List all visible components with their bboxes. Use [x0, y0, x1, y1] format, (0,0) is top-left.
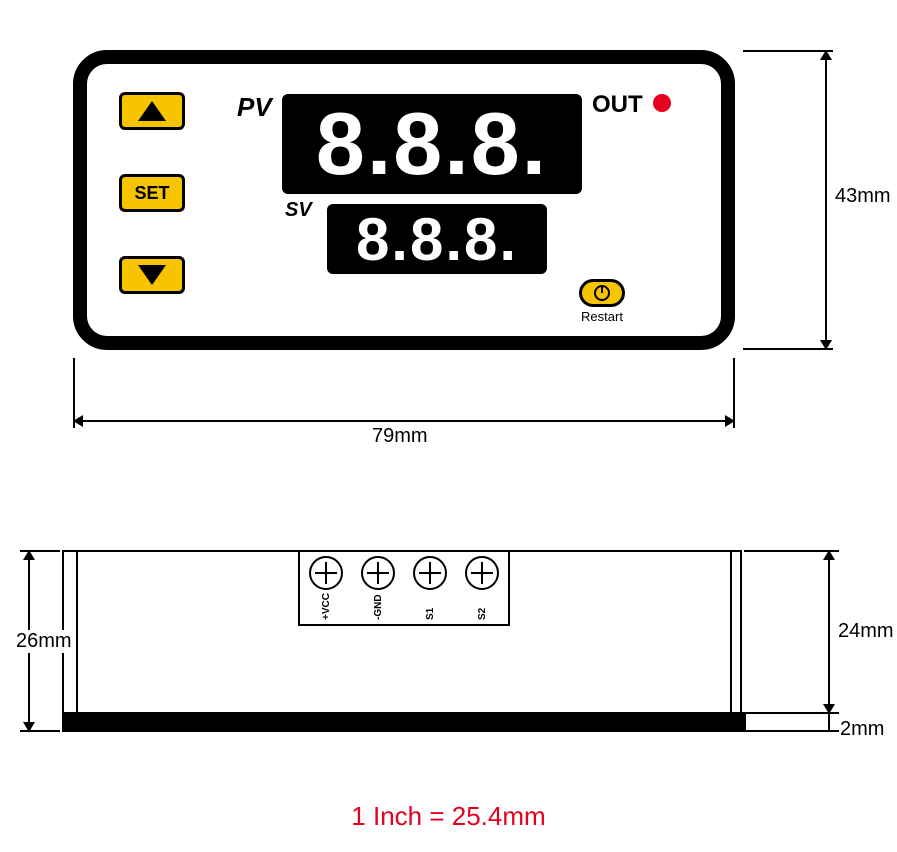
dim-body-height: 24mm — [838, 620, 894, 643]
sv-display: 8.8.8. — [327, 204, 547, 274]
conversion-note: 1 Inch = 25.4mm — [20, 801, 877, 832]
terminal-vcc: +VCC — [309, 556, 343, 620]
arrow-down-icon — [138, 265, 166, 285]
dim-front-width: 79mm — [372, 425, 428, 448]
dim-width-line — [73, 420, 735, 422]
screw-icon — [465, 556, 499, 590]
dim-face-thickness: 2mm — [840, 718, 884, 741]
dim-body-height-line — [828, 550, 830, 714]
pv-display: 8.8.8. — [282, 94, 582, 194]
dim-height-line — [825, 50, 827, 350]
dim-side-height: 26mm — [14, 630, 74, 653]
terminal-s1: S1 — [413, 556, 447, 620]
front-panel: SET PV 8.8.8. SV 8.8.8. OUT Restart — [73, 50, 735, 350]
dim-face-thickness-line — [828, 714, 830, 732]
side-body: +VCC -GND S1 S2 — [76, 550, 732, 714]
set-button[interactable]: SET — [119, 174, 185, 212]
sv-label: SV — [285, 199, 312, 222]
terminal-label: +VCC — [321, 594, 332, 620]
dim-front-height: 43mm — [835, 185, 891, 208]
terminal-block: +VCC -GND S1 S2 — [298, 550, 510, 626]
dim-tick — [744, 730, 839, 732]
terminal-label: S1 — [425, 594, 436, 620]
restart-button[interactable] — [579, 279, 625, 307]
restart-label: Restart — [559, 309, 645, 324]
sv-display-value: 8.8.8. — [356, 205, 518, 274]
power-icon — [591, 284, 613, 302]
side-view: +VCC -GND S1 S2 — [62, 550, 742, 732]
arrow-up-icon — [138, 101, 166, 121]
out-label: OUT — [592, 91, 643, 119]
terminal-gnd: -GND — [361, 556, 395, 620]
pv-display-value: 8.8.8. — [316, 93, 548, 195]
screw-icon — [361, 556, 395, 590]
side-face-plate — [62, 712, 746, 732]
out-led-icon — [653, 94, 671, 112]
screw-icon — [413, 556, 447, 590]
screw-icon — [309, 556, 343, 590]
pv-label: PV — [237, 92, 272, 123]
restart-group: Restart — [559, 279, 645, 324]
dimension-diagram: SET PV 8.8.8. SV 8.8.8. OUT Restart 79mm… — [20, 20, 877, 832]
up-button[interactable] — [119, 92, 185, 130]
terminal-label: S2 — [477, 594, 488, 620]
terminal-label: -GND — [373, 594, 384, 620]
set-button-label: SET — [134, 183, 169, 204]
terminal-s2: S2 — [465, 556, 499, 620]
down-button[interactable] — [119, 256, 185, 294]
